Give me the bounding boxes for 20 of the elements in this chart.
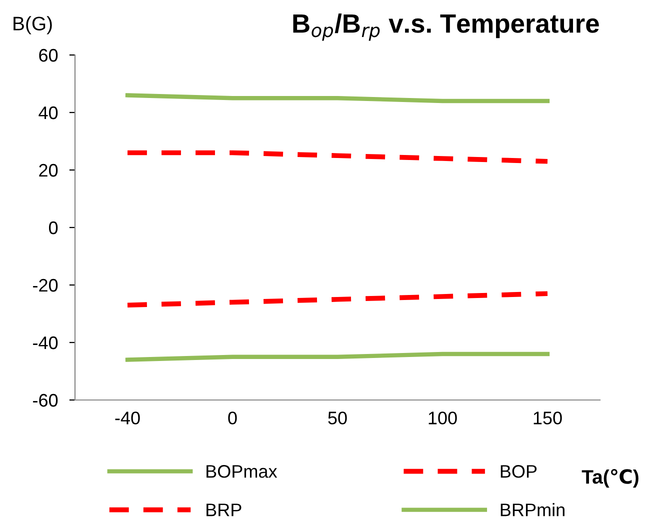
x-axis-title: Ta(℃) — [582, 469, 638, 488]
legend-label: BOP — [500, 465, 537, 478]
line-series — [125, 291, 550, 308]
y-tick-label: -20 — [33, 278, 58, 292]
x-tick-label: -40 — [115, 412, 140, 424]
y-tick-label: 60 — [39, 48, 58, 62]
legend-label: BRP — [206, 504, 242, 516]
x-tick-label: 150 — [534, 412, 562, 424]
y-tick-label: 0 — [49, 221, 58, 234]
legend-label: BRPmin — [500, 503, 564, 516]
y-tick-label: 40 — [38, 106, 58, 120]
chart-title: B$_{op}$/B$_{rp}$ v.s. Temperature — [293, 14, 599, 41]
y-tick-label: -60 — [33, 394, 58, 407]
y-axis-title: B(G) — [14, 16, 52, 34]
x-tick-label: 100 — [428, 412, 457, 424]
legend-label: BOPmax — [206, 465, 278, 478]
x-tick-label: 0 — [228, 412, 237, 424]
y-tick-label: 20 — [39, 164, 58, 177]
x-tick-label: 50 — [328, 412, 347, 424]
y-tick-label: -40 — [33, 336, 58, 350]
